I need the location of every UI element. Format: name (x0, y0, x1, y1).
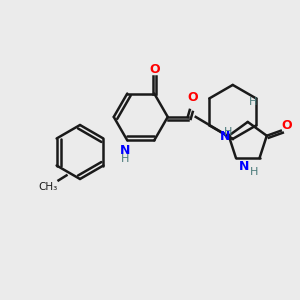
Text: O: O (149, 63, 160, 76)
Text: H: H (121, 154, 129, 164)
Text: N: N (120, 144, 130, 157)
Text: N: N (220, 130, 230, 143)
Text: N: N (239, 160, 249, 172)
Text: H: H (224, 127, 232, 137)
Text: O: O (188, 92, 198, 104)
Text: CH₃: CH₃ (39, 182, 58, 192)
Text: O: O (281, 119, 292, 132)
Text: H: H (249, 97, 257, 107)
Text: H: H (250, 167, 258, 177)
